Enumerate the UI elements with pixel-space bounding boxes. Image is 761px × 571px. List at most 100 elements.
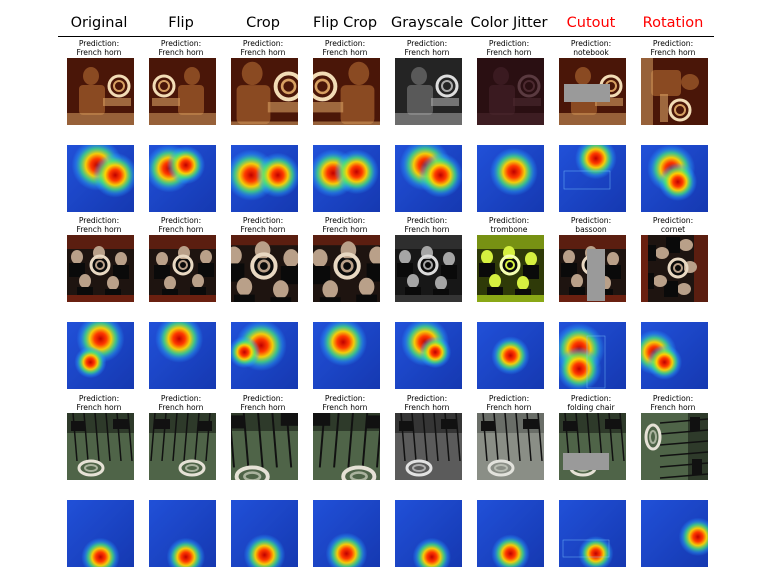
example-1-color-jitter-cell: Prediction: French horn	[468, 38, 550, 128]
augmented-photo	[558, 58, 626, 125]
prediction-prefix: Prediction:	[160, 39, 202, 48]
prediction-prefix: Prediction:	[324, 394, 366, 403]
example-3-color-jitter-cell: Prediction: French horn	[468, 393, 550, 483]
column-header-original: Original	[70, 15, 128, 31]
attention-heatmap	[312, 145, 380, 212]
augmented-photo	[394, 235, 462, 302]
prediction-class: French horn	[650, 48, 696, 57]
augmented-photo	[640, 58, 708, 125]
attention-heatmap	[394, 322, 462, 389]
augmented-photo	[230, 413, 298, 480]
prediction-class: French horn	[76, 403, 122, 412]
augmented-photo	[640, 413, 708, 480]
augmented-photo	[312, 235, 380, 302]
example-3-original-cell: Prediction: French horn	[58, 393, 140, 483]
header-rule	[58, 36, 714, 37]
prediction-label: Prediction: French horn	[386, 394, 468, 412]
example-1-crop-heatmap-cell	[222, 145, 304, 212]
augmented-photo	[148, 413, 216, 480]
augmented-photo	[558, 235, 626, 302]
column-header-row: Original Flip Crop Flip Crop Grayscale Color …	[58, 8, 714, 38]
attention-heatmap	[394, 145, 462, 212]
example-2-flip-crop-heatmap-cell	[304, 322, 386, 389]
prediction-label: Prediction: French horn	[632, 39, 714, 57]
prediction-label: Prediction: French horn	[58, 39, 140, 57]
prediction-label: Prediction: French horn	[468, 39, 550, 57]
prediction-prefix: Prediction:	[78, 216, 120, 225]
example-2-color-jitter-heatmap-cell	[468, 322, 550, 389]
attention-heatmap	[476, 322, 544, 389]
attention-heatmap	[476, 500, 544, 567]
prediction-label: Prediction: French horn	[304, 216, 386, 234]
example-2-cutout-cell: Prediction: bassoon	[550, 215, 632, 305]
prediction-class: French horn	[240, 403, 286, 412]
prediction-class: folding chair	[567, 403, 615, 412]
augmented-photo	[476, 413, 544, 480]
prediction-class: French horn	[240, 225, 286, 234]
augmented-photo	[66, 235, 134, 302]
column-header-flip-crop: Flip Crop	[312, 15, 378, 31]
prediction-prefix: Prediction:	[78, 394, 120, 403]
augmented-photo	[230, 235, 298, 302]
prediction-class: French horn	[486, 48, 532, 57]
prediction-prefix: Prediction:	[652, 39, 694, 48]
attention-heatmap	[312, 500, 380, 567]
example-1-color-jitter-heatmap-cell	[468, 145, 550, 212]
prediction-label: Prediction: French horn	[222, 216, 304, 234]
prediction-label: Prediction: French horn	[632, 394, 714, 412]
example-2-color-jitter-cell: Prediction: trombone	[468, 215, 550, 305]
example-2-flip-cell: Prediction: French horn	[140, 215, 222, 305]
example-3-original-heatmap-cell	[58, 500, 140, 567]
prediction-label: Prediction: French horn	[468, 394, 550, 412]
prediction-label: Prediction: French horn	[304, 394, 386, 412]
prediction-class: French horn	[76, 225, 122, 234]
column-header-color-jitter: Color Jitter	[470, 15, 548, 31]
attention-heatmap	[558, 145, 626, 212]
example-1-rotation-cell: Prediction: French horn	[632, 38, 714, 128]
column-header-crop: Crop	[246, 15, 280, 31]
attention-heatmap	[312, 322, 380, 389]
prediction-prefix: Prediction:	[324, 39, 366, 48]
prediction-class: French horn	[404, 225, 450, 234]
prediction-prefix: Prediction:	[570, 216, 612, 225]
column-header-cutout: Cutout	[566, 15, 616, 31]
prediction-prefix: Prediction:	[160, 216, 202, 225]
prediction-prefix: Prediction:	[78, 39, 120, 48]
attention-heatmap	[230, 145, 298, 212]
prediction-class: cornet	[660, 225, 686, 234]
augmented-photo	[312, 413, 380, 480]
prediction-label: Prediction: French horn	[222, 394, 304, 412]
column-header-rotation: Rotation	[642, 15, 704, 31]
prediction-class: French horn	[76, 48, 122, 57]
example-3-flip-crop-heatmap-cell	[304, 500, 386, 567]
example-1-cutout-heatmap-cell	[550, 145, 632, 212]
prediction-prefix: Prediction:	[406, 216, 448, 225]
attention-heatmap	[476, 145, 544, 212]
prediction-prefix: Prediction:	[570, 394, 612, 403]
prediction-label: Prediction: French horn	[140, 394, 222, 412]
example-3-color-jitter-heatmap-cell	[468, 500, 550, 567]
example-3-cutout-cell: Prediction: folding chair	[550, 393, 632, 483]
attention-heatmap	[558, 500, 626, 567]
prediction-prefix: Prediction:	[406, 39, 448, 48]
attention-heatmap	[640, 500, 708, 567]
example-2-original-heatmap-cell	[58, 322, 140, 389]
prediction-prefix: Prediction:	[488, 394, 530, 403]
augmented-photo	[476, 235, 544, 302]
prediction-label: Prediction: French horn	[386, 39, 468, 57]
example-2-flip-heatmap-cell	[140, 322, 222, 389]
example-2-cutout-heatmap-cell	[550, 322, 632, 389]
example-3-grayscale-cell: Prediction: French horn	[386, 393, 468, 483]
attention-heatmap	[66, 322, 134, 389]
example-2-rotation-cell: Prediction: cornet	[632, 215, 714, 305]
example-3-crop-heatmap-cell	[222, 500, 304, 567]
augmented-photo	[640, 235, 708, 302]
prediction-prefix: Prediction:	[652, 394, 694, 403]
example-2-grayscale-cell: Prediction: French horn	[386, 215, 468, 305]
prediction-class: French horn	[322, 403, 368, 412]
example-2-grayscale-heatmap-cell	[386, 322, 468, 389]
attention-heatmap	[66, 145, 134, 212]
prediction-class: French horn	[404, 48, 450, 57]
example-1-grayscale-cell: Prediction: French horn	[386, 38, 468, 128]
column-header-flip: Flip	[168, 15, 194, 31]
